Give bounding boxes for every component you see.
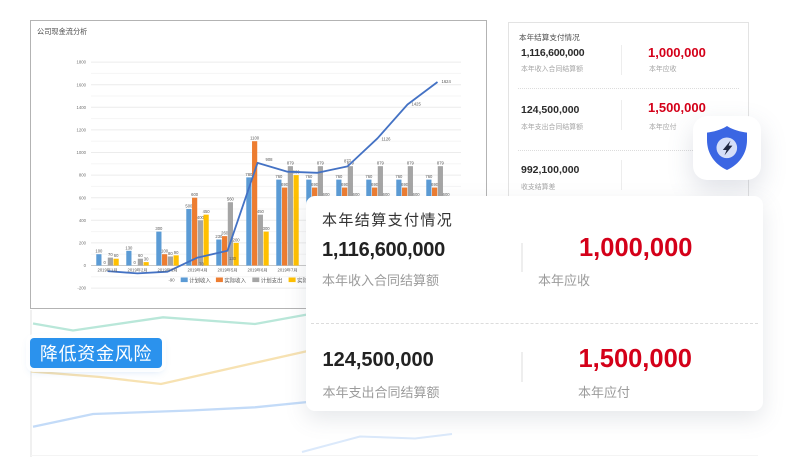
svg-text:879: 879 bbox=[287, 161, 295, 166]
svg-text:70: 70 bbox=[199, 262, 204, 267]
svg-text:1624: 1624 bbox=[442, 79, 452, 84]
svg-text:690: 690 bbox=[281, 182, 289, 187]
svg-text:690: 690 bbox=[371, 182, 379, 187]
svg-text:690: 690 bbox=[431, 182, 439, 187]
svg-text:2019年5月: 2019年5月 bbox=[217, 267, 237, 274]
svg-text:实际收入: 实际收入 bbox=[224, 276, 246, 284]
svg-text:760: 760 bbox=[365, 174, 373, 179]
svg-text:计划支出: 计划支出 bbox=[261, 276, 283, 284]
svg-text:100: 100 bbox=[95, 249, 103, 254]
svg-text:760: 760 bbox=[425, 174, 433, 179]
svg-text:450: 450 bbox=[257, 209, 265, 214]
svg-text:600: 600 bbox=[443, 192, 451, 197]
svg-text:690: 690 bbox=[311, 182, 319, 187]
svg-text:450: 450 bbox=[203, 209, 211, 214]
svg-text:30: 30 bbox=[144, 257, 149, 262]
svg-text:90: 90 bbox=[174, 250, 179, 255]
svg-text:600: 600 bbox=[191, 192, 199, 197]
svg-text:400: 400 bbox=[197, 215, 205, 220]
svg-text:230: 230 bbox=[215, 234, 223, 239]
svg-text:879: 879 bbox=[407, 161, 415, 166]
svg-text:600: 600 bbox=[413, 192, 421, 197]
svg-text:80: 80 bbox=[168, 251, 173, 256]
svg-text:-90: -90 bbox=[168, 278, 175, 283]
svg-text:-200: -200 bbox=[77, 286, 86, 291]
svg-text:600: 600 bbox=[79, 195, 87, 200]
svg-text:908: 908 bbox=[266, 157, 274, 162]
svg-text:1000: 1000 bbox=[76, 150, 86, 155]
svg-text:300: 300 bbox=[263, 226, 271, 231]
svg-text:60: 60 bbox=[138, 253, 143, 258]
svg-text:1126: 1126 bbox=[382, 136, 392, 141]
svg-text:2019年7月: 2019年7月 bbox=[277, 267, 297, 274]
svg-text:1100: 1100 bbox=[250, 136, 260, 141]
svg-text:70: 70 bbox=[108, 252, 113, 257]
svg-text:260: 260 bbox=[221, 231, 229, 236]
svg-text:0: 0 bbox=[133, 260, 136, 265]
svg-text:879: 879 bbox=[377, 161, 385, 166]
svg-text:560: 560 bbox=[227, 197, 235, 202]
svg-text:200: 200 bbox=[79, 241, 87, 246]
svg-text:760: 760 bbox=[275, 174, 283, 179]
svg-text:2019年6月: 2019年6月 bbox=[247, 267, 267, 274]
svg-text:690: 690 bbox=[401, 182, 409, 187]
svg-text:300: 300 bbox=[155, 226, 163, 231]
svg-text:600: 600 bbox=[353, 192, 361, 197]
svg-text:690: 690 bbox=[341, 182, 349, 187]
svg-text:计划收入: 计划收入 bbox=[189, 276, 211, 284]
svg-text:500: 500 bbox=[185, 204, 193, 209]
svg-text:760: 760 bbox=[335, 174, 343, 179]
svg-text:0: 0 bbox=[84, 263, 87, 268]
svg-text:760: 760 bbox=[395, 174, 403, 179]
svg-text:2019年4月: 2019年4月 bbox=[187, 267, 207, 274]
svg-text:879: 879 bbox=[437, 161, 445, 166]
svg-text:600: 600 bbox=[323, 192, 331, 197]
svg-text:600: 600 bbox=[383, 192, 391, 197]
svg-text:2019年3月: 2019年3月 bbox=[157, 267, 177, 274]
svg-text:400: 400 bbox=[79, 218, 87, 223]
svg-text:1600: 1600 bbox=[76, 82, 86, 87]
svg-text:877: 877 bbox=[344, 158, 352, 163]
svg-text:1400: 1400 bbox=[76, 105, 86, 110]
svg-text:130: 130 bbox=[229, 256, 237, 261]
svg-text:130: 130 bbox=[125, 245, 133, 250]
svg-text:800: 800 bbox=[79, 173, 87, 178]
svg-text:2019年2月: 2019年2月 bbox=[127, 267, 147, 274]
svg-text:1800: 1800 bbox=[76, 60, 86, 65]
svg-text:1425: 1425 bbox=[412, 102, 422, 107]
svg-text:200: 200 bbox=[233, 237, 241, 242]
svg-text:60: 60 bbox=[114, 253, 119, 258]
svg-text:0: 0 bbox=[103, 260, 106, 265]
svg-text:1200: 1200 bbox=[76, 128, 86, 133]
svg-text:760: 760 bbox=[305, 174, 313, 179]
svg-text:780: 780 bbox=[245, 172, 253, 177]
svg-text:879: 879 bbox=[317, 161, 325, 166]
svg-text:100: 100 bbox=[161, 249, 169, 254]
svg-text:2019年1月: 2019年1月 bbox=[97, 267, 117, 274]
